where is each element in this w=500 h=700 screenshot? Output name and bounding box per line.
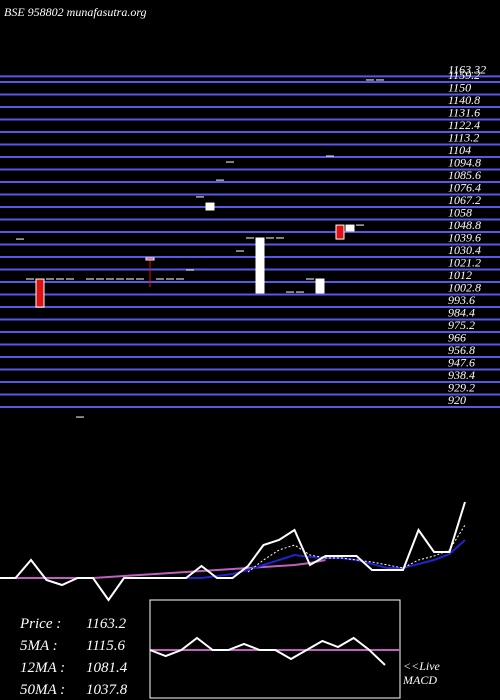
y-tick-label: 1030.4 bbox=[448, 243, 481, 257]
macd-label: <<Live bbox=[403, 659, 441, 673]
y-tick-label: 938.4 bbox=[448, 368, 475, 382]
candle-body bbox=[345, 224, 355, 232]
y-tick-label: 956.8 bbox=[448, 343, 475, 357]
y-tick-label: 1122.4 bbox=[448, 118, 480, 132]
y-tick-label: 1058 bbox=[448, 205, 472, 219]
candle-body bbox=[35, 278, 45, 308]
y-tick-label: 1085.6 bbox=[448, 168, 481, 182]
y-tick-label: 984.4 bbox=[448, 305, 475, 319]
stat-value: 1037.8 bbox=[86, 682, 128, 698]
stat-value: 1115.6 bbox=[86, 638, 126, 654]
y-tick-label: 1039.6 bbox=[448, 230, 481, 244]
stat-label: 5MA : bbox=[20, 638, 58, 654]
candle-body bbox=[255, 237, 265, 294]
line-price bbox=[0, 501, 466, 602]
y-tick-label: 1076.4 bbox=[448, 180, 481, 194]
y-tick-label: 1067.2 bbox=[448, 193, 481, 207]
y-tick-label: 1159.2 bbox=[448, 68, 480, 82]
stat-label: 50MA : bbox=[20, 682, 65, 698]
stat-value: 1081.4 bbox=[86, 660, 128, 676]
y-tick-label: 1012 bbox=[448, 268, 472, 282]
stat-label: Price : bbox=[19, 616, 61, 632]
y-tick-label: 929.2 bbox=[448, 380, 475, 394]
stat-value: 1163.2 bbox=[86, 616, 127, 632]
chart-title: BSE 958802 munafasutra.org bbox=[4, 5, 147, 19]
y-tick-label: 1140.8 bbox=[448, 93, 480, 107]
y-tick-label: 1131.6 bbox=[448, 105, 480, 119]
y-tick-label: 1150 bbox=[448, 80, 471, 94]
y-tick-label: 966 bbox=[448, 330, 466, 344]
y-tick-label: 1163.32 bbox=[448, 62, 486, 76]
y-tick-label: 920 bbox=[448, 393, 466, 407]
line-50ma bbox=[0, 559, 326, 579]
y-tick-label: 1113.2 bbox=[448, 130, 479, 144]
y-tick-label: 1002.8 bbox=[448, 280, 481, 294]
macd-line bbox=[149, 636, 386, 666]
y-tick-label: 1048.8 bbox=[448, 218, 481, 232]
y-tick-label: 947.6 bbox=[448, 355, 475, 369]
candle-body bbox=[315, 278, 325, 294]
candle-body bbox=[145, 257, 155, 261]
y-tick-label: 1021.2 bbox=[448, 255, 481, 269]
y-tick-label: 1094.8 bbox=[448, 155, 481, 169]
candle-body bbox=[335, 224, 345, 240]
y-tick-label: 1104 bbox=[448, 143, 471, 157]
y-tick-label: 993.6 bbox=[448, 293, 475, 307]
candle-body bbox=[205, 202, 215, 211]
stat-label: 12MA : bbox=[20, 660, 65, 676]
macd-label: MACD bbox=[402, 673, 437, 687]
y-tick-label: 975.2 bbox=[448, 318, 475, 332]
